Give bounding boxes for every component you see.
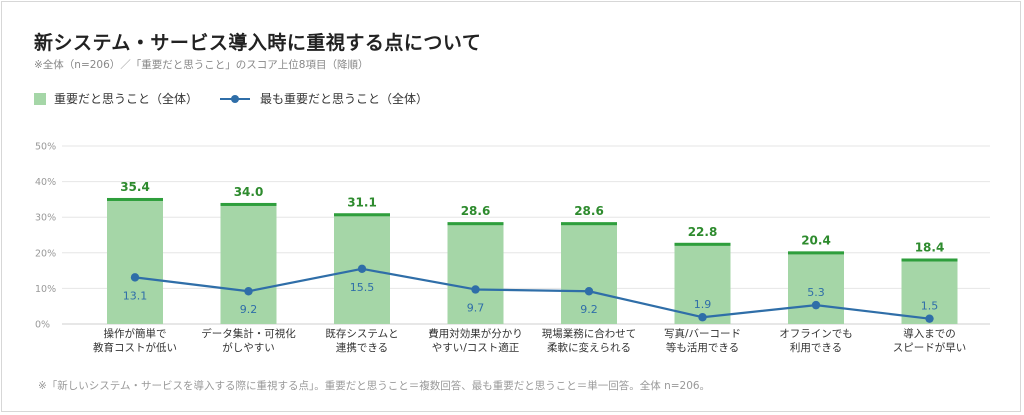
line-series-path (134, 267, 930, 320)
y-tick-label: 50% (35, 142, 56, 153)
y-tick-label: 20% (35, 248, 56, 259)
legend: 重要だと思うこと（全体） 最も重要だと思うこと（全体） (34, 90, 428, 107)
bar-value-label: 22.8 (688, 225, 718, 239)
x-category-label: 連携できる (336, 341, 388, 354)
legend-line-label: 最も重要だと思うこと（全体） (260, 92, 429, 106)
chart-title: 新システム・サービス導入時に重視する点について (34, 32, 482, 54)
line-value-label: 15.5 (350, 281, 375, 294)
line-point (811, 300, 821, 310)
x-category-label: オフラインでも (779, 328, 853, 340)
line-value-label: 9.2 (580, 303, 598, 316)
bar (447, 222, 504, 324)
x-category-label: 利用できる (790, 342, 842, 354)
line-point (471, 285, 480, 294)
bar-top-line (788, 251, 844, 255)
chart-subtitle: ※全体（n=206）／「重要だと思うこと」のスコア上位8項目（降順） (34, 59, 369, 71)
line-point (925, 314, 934, 323)
bar-value-label: 20.4 (801, 233, 831, 247)
bar-top-line (334, 213, 390, 217)
bar-value-label: 18.4 (915, 240, 945, 254)
bar (107, 197, 163, 324)
x-category-label: 操作が簡単で (104, 327, 167, 340)
x-category-label: 導入までの (903, 327, 956, 340)
legend-item-bar: 重要だと思うこと（全体） (34, 90, 198, 107)
y-tick-label: 0% (35, 320, 50, 331)
x-category-label: データ集計・可視化 (201, 327, 296, 340)
bar (220, 202, 277, 324)
legend-bar-label: 重要だと思うこと（全体） (54, 92, 199, 106)
line-value-label: 9.2 (240, 303, 258, 316)
line-point (357, 264, 367, 274)
x-category-label: スピードが早い (893, 341, 967, 354)
line-value-label: 13.1 (123, 289, 148, 302)
x-category-label: 柔軟に変えられる (547, 341, 631, 354)
y-tick-label: 40% (35, 177, 56, 188)
legend-bar-swatch (34, 92, 46, 105)
bar (561, 222, 617, 324)
bar-top-line (107, 197, 163, 201)
bar-top-line (220, 202, 277, 206)
bar-value-label: 28.6 (574, 204, 604, 218)
bar-value-label: 28.6 (461, 204, 491, 218)
bar-top-line (901, 258, 958, 262)
x-category-label: 費用対効果が分かり (428, 327, 523, 340)
bar-value-label: 35.4 (120, 180, 150, 194)
legend-line-marker (220, 93, 251, 105)
footnote: ※「新しいシステム・サービスを導入する際に重視する点」。重要だと思うこと＝複数回… (38, 380, 711, 392)
bar-value-label: 31.1 (347, 195, 377, 209)
x-category-label: がしやすい (222, 341, 274, 354)
bar-top-line (447, 222, 504, 226)
bar (901, 258, 958, 324)
line-point (584, 287, 594, 296)
bar (788, 251, 844, 324)
bar-top-line (674, 242, 731, 246)
y-tick-label: 30% (35, 213, 56, 224)
line-value-label: 1.9 (694, 298, 712, 311)
line-point (130, 273, 140, 282)
legend-item-line: 最も重要だと思うこと（全体） (198, 90, 428, 107)
line-point (244, 287, 253, 296)
x-category-label: 教育コストが低い (93, 341, 177, 354)
bar-value-label: 34.0 (234, 185, 264, 199)
y-tick-label: 10% (35, 284, 56, 295)
line-point (698, 313, 707, 322)
x-category-label: 等も活用できる (666, 341, 739, 354)
line-value-label: 9.7 (467, 301, 485, 314)
x-category-label: やすい/コスト適正 (432, 341, 520, 354)
line-value-label: 1.5 (921, 300, 939, 313)
x-category-label: 写真/バーコード (664, 327, 741, 340)
bar (674, 242, 731, 324)
bar-top-line (561, 222, 617, 226)
x-category-label: 現場業務に合わせて (542, 327, 637, 340)
x-category-label: 既存システムと (325, 327, 398, 340)
line-value-label: 5.3 (807, 286, 825, 299)
